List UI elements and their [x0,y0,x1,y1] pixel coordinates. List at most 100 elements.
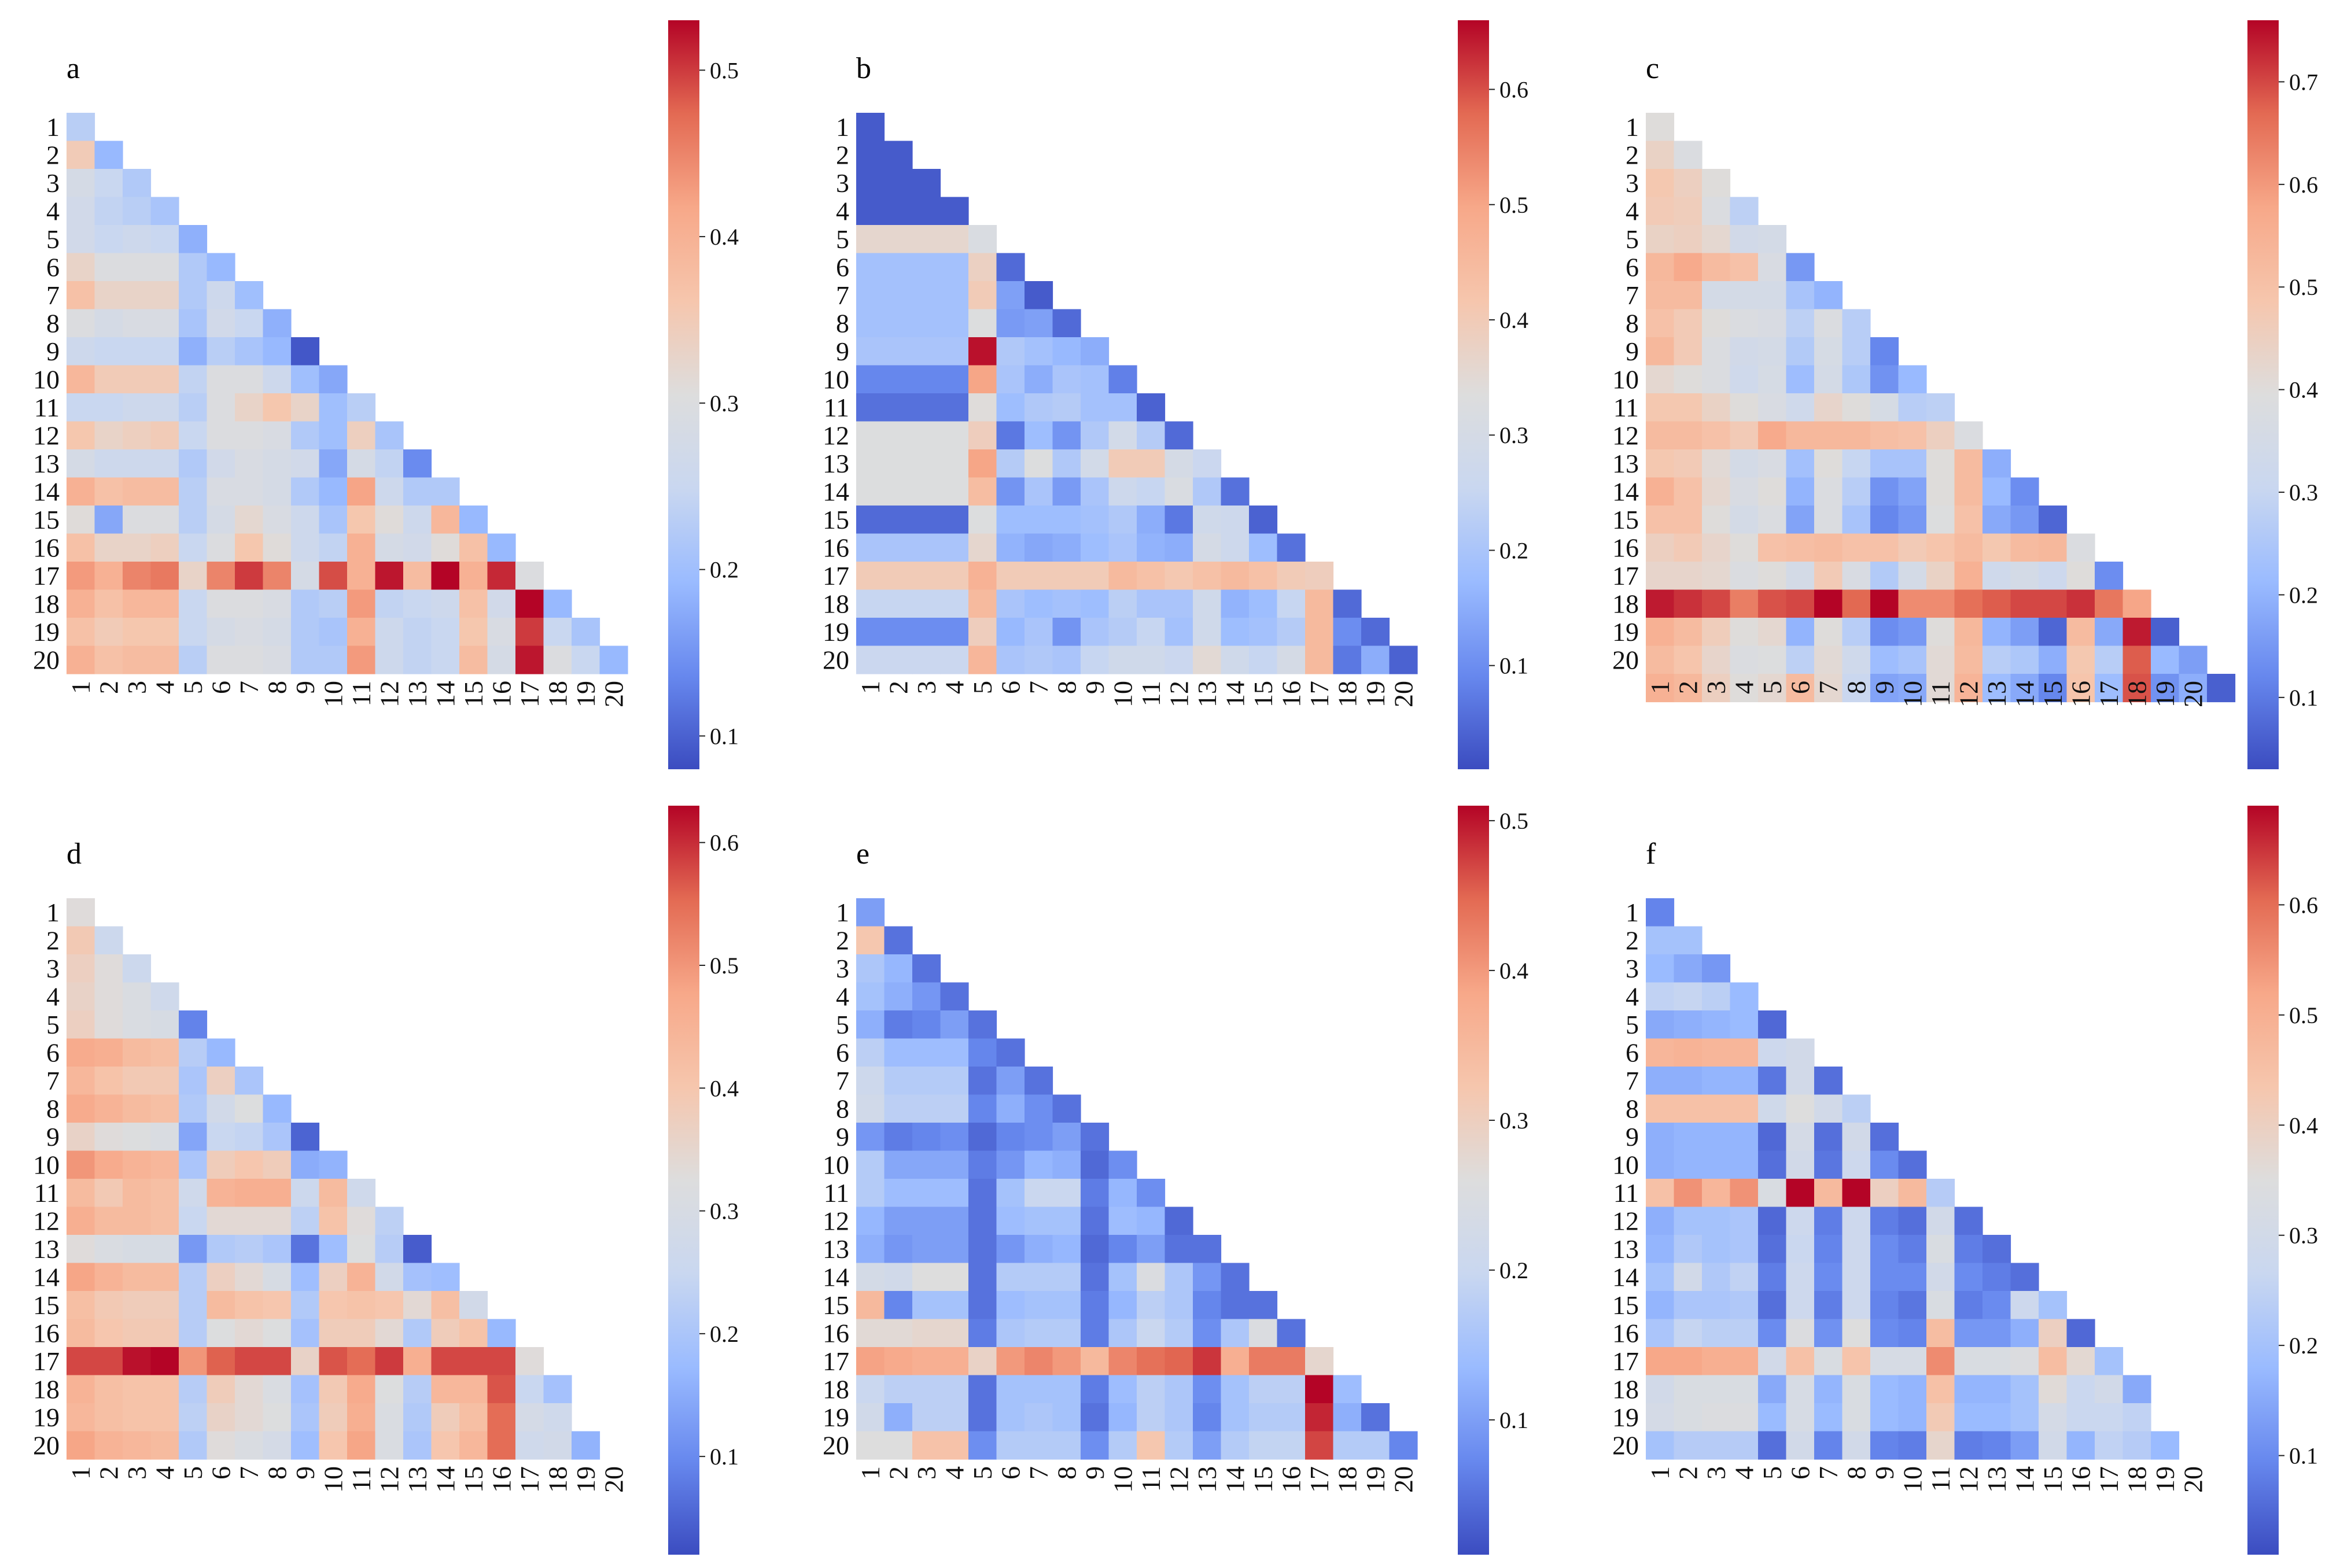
heatmap-cell-r19-c19 [2151,618,2180,647]
heatmap-cell-r5-c3 [1702,1010,1731,1039]
heatmap-cell-r20-c6 [207,1431,235,1460]
colorbar [1458,806,1489,1555]
colorbar-tick-label: 0.6 [710,830,739,856]
heatmap-cell-r9-c7 [1814,1123,1843,1152]
heatmap-cell-r1-c1 [67,113,95,142]
heatmap-cell-r7-c1 [1646,1067,1675,1095]
heatmap-cell-r17-c13 [1982,1347,2011,1376]
heatmap-cell-r10-c9 [1081,1150,1110,1179]
col-tick-label: 18 [1332,1466,1362,1493]
heatmap-cell-r8-c1 [67,309,95,338]
heatmap-cell-r18-c18 [543,589,572,618]
heatmap-cell-r15-c7 [1025,1291,1053,1320]
heatmap-cell-r11-c5 [1758,1179,1787,1208]
heatmap-cell-r16-c9 [1870,533,1899,562]
heatmap-cell-r6-c3 [123,253,152,282]
heatmap-cell-r20-c12 [1165,1431,1193,1460]
heatmap-cell-r17-c13 [1193,1347,1222,1376]
row-tick-label: 5 [1626,1010,1639,1039]
row-tick-label: 15 [823,1290,849,1320]
heatmap-cell-r16-c6 [996,1319,1025,1348]
row-tick-label: 17 [33,1346,60,1376]
heatmap-cell-r10-c4 [940,365,969,394]
row-tick-label: 5 [46,224,60,254]
heatmap-cell-r8-c8 [1052,1094,1081,1123]
heatmap-cell-r8-c8 [1842,1094,1871,1123]
colorbar-tick-label: 0.3 [2289,479,2318,506]
heatmap-cell-r16-c2 [94,1319,123,1348]
col-tick-label: 11 [1136,681,1166,706]
heatmap-cell-r20-c14 [2010,645,2039,674]
heatmap-cell-r20-c17 [1305,645,1334,674]
heatmap-cell-r17-c5 [968,562,997,591]
col-tick-label: 6 [206,681,235,694]
heatmap-cell-r9-c5 [179,1123,208,1152]
heatmap-cell-r20-c2 [1674,1431,1703,1460]
heatmap-cell-r5-c2 [94,1010,123,1039]
heatmap-cell-r18-c12 [1954,1375,1983,1404]
col-tick-label: 3 [912,681,941,694]
heatmap-cell-r20-c19 [1361,645,1390,674]
heatmap-cell-r7-c4 [1730,281,1759,310]
heatmap-cell-r12-c10 [1898,421,1927,450]
heatmap-cell-r6-c2 [1674,253,1703,282]
heatmap-cell-r10-c10 [1898,365,1927,394]
heatmap-cell-r4-c3 [1702,197,1731,226]
heatmap-cell-r3-c2 [884,954,913,983]
heatmap-cell-r20-c8 [1842,1431,1871,1460]
heatmap-cell-r18-c15 [2039,1375,2068,1404]
heatmap-cell-r12-c10 [319,1207,348,1235]
heatmap-cell-r15-c13 [403,506,432,534]
heatmap-cell-r11-c11 [347,393,376,422]
colorbar-tick-label: 0.4 [1499,958,1528,984]
heatmap-cell-r17-c12 [1954,1347,1983,1376]
heatmap-cell-r3-c3 [1702,954,1731,983]
heatmap-cell-r8-c2 [94,309,123,338]
heatmap-cell-r13-c7 [235,449,264,478]
heatmap-cell-r18-c16 [2066,589,2095,618]
row-tick-label: 4 [836,982,849,1011]
heatmap-cell-r17-c8 [1052,562,1081,591]
heatmap-cell-r12-c8 [1052,421,1081,450]
heatmap-cell-r20-c5 [179,645,208,674]
heatmap-cell-r19-c4 [940,618,969,647]
heatmap-cell-r19-c16 [1277,618,1306,647]
heatmap-cell-r14-c1 [67,477,95,506]
row-tick-label: 18 [823,1374,849,1404]
heatmap-cell-r19-c11 [1926,618,1955,647]
heatmap-cell-r6-c3 [912,253,941,282]
row-tick-label: 17 [823,1346,849,1376]
heatmap-cell-r5-c4 [150,1010,179,1039]
heatmap-cell-r8-c2 [1674,1094,1703,1123]
heatmap-cell-r19-c8 [1842,618,1871,647]
heatmap-cell-r10-c10 [1898,1150,1927,1179]
heatmap-cell-r12-c2 [1674,421,1703,450]
heatmap-cell-r19-c8 [263,1403,292,1432]
heatmap-cell-r14-c14 [2010,1263,2039,1292]
heatmap-cell-r3-c1 [1646,169,1675,198]
heatmap-cell-r18-c6 [207,1375,235,1404]
heatmap-cell-r11-c4 [940,1179,969,1208]
heatmap-cell-r6-c4 [150,1038,179,1067]
heatmap-cell-r13-c8 [1052,449,1081,478]
heatmap-cell-r13-c10 [1898,449,1927,478]
heatmap-cell-r16-c7 [1814,1319,1843,1348]
heatmap-cell-r19-c1 [1646,618,1675,647]
heatmap-cell-r17-c9 [1870,1347,1899,1376]
row-tick-label: 17 [1612,561,1639,591]
row-tick-label: 7 [1626,281,1639,310]
heatmap-cell-r18-c14 [431,589,460,618]
heatmap-cell-r15-c3 [912,506,941,534]
heatmap-cell-r17-c10 [1108,1347,1137,1376]
heatmap-cell-r15-c1 [67,1291,95,1320]
heatmap-cell-r18-c7 [235,1375,264,1404]
row-tick-label: 3 [46,168,60,198]
heatmap-cell-r20-c16 [1277,645,1306,674]
heatmap-cell-r8-c6 [996,1094,1025,1123]
heatmap-cell-r9-c8 [1842,337,1871,366]
heatmap-cell-r15-c12 [1954,506,1983,534]
heatmap-cell-r16-c10 [1108,1319,1137,1348]
heatmap-cell-r19-c11 [1926,1403,1955,1432]
heatmap-cell-r20-c19 [2151,645,2180,674]
row-tick-label: 13 [33,1234,60,1264]
